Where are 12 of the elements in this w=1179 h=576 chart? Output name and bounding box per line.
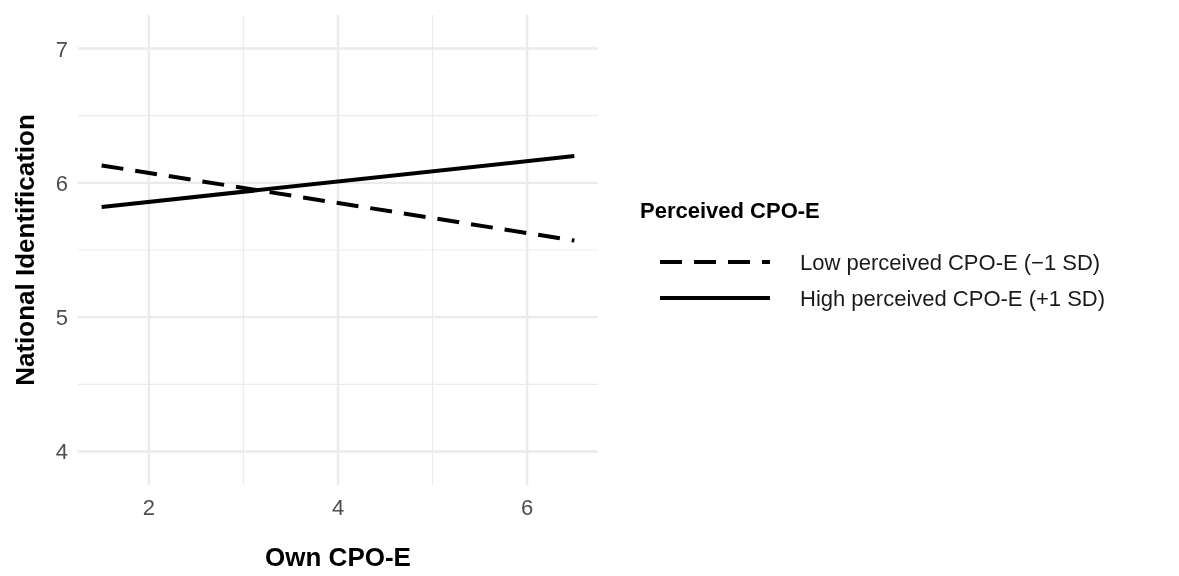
y-axis-title: National Identification bbox=[10, 114, 40, 386]
legend-label: High perceived CPO-E (+1 SD) bbox=[800, 286, 1106, 311]
y-tick-label: 6 bbox=[55, 170, 68, 196]
y-tick-label: 4 bbox=[55, 439, 68, 465]
legend-title: Perceived CPO-E bbox=[640, 198, 820, 223]
y-tick-label: 7 bbox=[55, 36, 68, 62]
legend-label: Low perceived CPO-E (−1 SD) bbox=[800, 250, 1101, 275]
x-tick-label: 2 bbox=[142, 495, 156, 520]
x-tick-label: 4 bbox=[331, 495, 345, 520]
x-tick-label: 6 bbox=[520, 495, 534, 520]
x-axis-title: Own CPO-E bbox=[265, 542, 411, 572]
y-tick-label: 5 bbox=[55, 305, 68, 331]
